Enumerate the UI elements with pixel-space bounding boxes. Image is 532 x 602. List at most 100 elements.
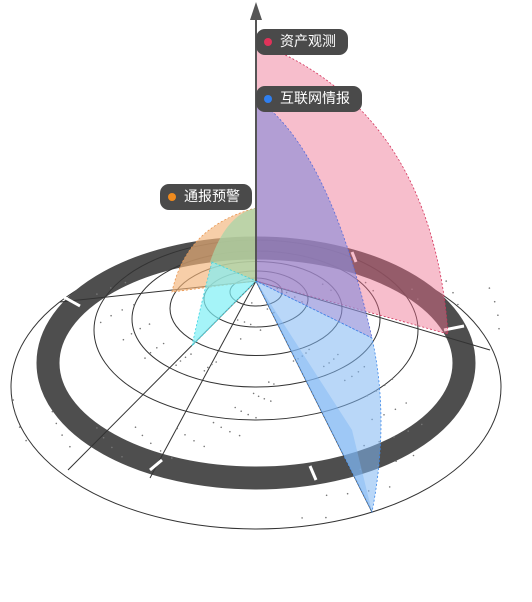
legend-tag-internet: 互联网情报 — [256, 86, 362, 112]
scatter-dot — [203, 370, 206, 372]
sector-overlap — [210, 208, 256, 281]
scatter-dot — [257, 395, 260, 398]
scatter-dot — [405, 402, 408, 404]
scatter-dot — [124, 281, 127, 284]
scatter-dot — [383, 414, 385, 416]
scatter-dot — [407, 430, 410, 432]
scatter-dot — [372, 289, 375, 292]
scatter-dot — [144, 357, 146, 359]
legend-dot-alerts — [168, 193, 176, 201]
scatter-dot — [498, 327, 500, 330]
scatter-dot — [149, 351, 152, 354]
scatter-dot — [247, 413, 249, 416]
scatter-dot — [61, 434, 63, 436]
scatter-dot — [255, 416, 257, 419]
scatter-dot — [301, 517, 303, 519]
scatter-dot — [184, 356, 187, 359]
scatter-dot — [488, 287, 491, 289]
scatter-dot — [497, 314, 499, 317]
scatter-dot — [110, 287, 112, 289]
scatter-dot — [130, 333, 133, 335]
scatter-dot — [171, 457, 173, 459]
scatter-dot — [14, 412, 17, 415]
legend-tag-assets: 资产观测 — [256, 29, 348, 55]
legend-label-alerts: 通报预警 — [184, 189, 240, 205]
scatter-dot — [133, 304, 135, 306]
scatter-dot — [69, 445, 71, 448]
spoke-sw — [149, 280, 257, 479]
scatter-dot — [156, 347, 158, 349]
sector-internet-inner — [256, 281, 372, 512]
scatter-dot — [325, 494, 328, 497]
scatter-dot — [212, 421, 215, 424]
scatter-dot — [175, 364, 177, 367]
scatter-dot — [445, 280, 448, 282]
scatter-dot — [110, 314, 112, 317]
legend-dot-assets — [264, 38, 272, 46]
scatter-dot — [203, 445, 205, 448]
axis-arrow-icon — [250, 2, 262, 20]
scatter-dot — [259, 329, 262, 331]
ring-separator-2 — [308, 465, 318, 481]
legend-label-assets: 资产观测 — [280, 34, 336, 50]
scatter-dot — [96, 293, 98, 295]
ring-separator-4 — [350, 251, 358, 263]
scatter-dot — [238, 434, 241, 437]
scatter-dot — [134, 426, 137, 429]
scatter-dot — [207, 366, 209, 369]
scatter-dot — [266, 308, 269, 310]
scatter-dot — [457, 303, 459, 306]
scatter-dot — [184, 434, 186, 436]
scatter-dot — [421, 423, 423, 426]
scatter-dot — [383, 384, 386, 387]
scatter-dot — [234, 406, 236, 409]
scatter-dot — [220, 426, 222, 429]
scatter-dot — [51, 410, 54, 413]
sector-internet — [255, 97, 373, 339]
scatter-dot — [346, 492, 349, 495]
scatter-dot — [273, 383, 275, 385]
scatter-dot — [150, 442, 152, 445]
scatter-dot — [292, 360, 295, 362]
scatter-dot — [122, 338, 125, 341]
legend-tag-alerts: 通报预警 — [160, 184, 252, 210]
scatter-dot — [236, 319, 239, 321]
scatter-dot — [417, 298, 419, 300]
scatter-dot — [251, 302, 253, 304]
scatter-dot — [325, 516, 327, 519]
scatter-dot — [55, 422, 58, 425]
scatter-dot — [121, 309, 123, 311]
scatter-dot — [111, 446, 113, 449]
scatter-dot — [18, 426, 21, 428]
scatter-dot — [159, 450, 162, 452]
scatter-dot — [394, 408, 397, 411]
sector-internet-lower — [255, 280, 382, 514]
scatter-dot — [139, 327, 141, 330]
scatter-dot — [411, 288, 413, 291]
scatter-dot — [259, 305, 261, 307]
scatter-dot — [243, 321, 246, 323]
scatter-dot — [121, 456, 123, 458]
scatter-dot — [395, 460, 397, 463]
scatter-dot — [190, 353, 192, 355]
scatter-dot — [493, 300, 496, 303]
scatter-dot — [179, 360, 182, 362]
legend-label-internet: 互联网情报 — [280, 91, 350, 107]
scatter-dot — [176, 427, 179, 430]
scatter-dot — [249, 323, 252, 326]
ring-separator-1 — [149, 458, 163, 472]
scatter-dot — [96, 427, 98, 429]
scatter-dot — [263, 398, 266, 400]
scatter-dot — [388, 486, 391, 488]
scatter-dot — [148, 323, 151, 325]
scatter-dot — [193, 440, 195, 442]
scatter-dot — [270, 400, 272, 402]
scatter-dot — [25, 439, 27, 442]
scatter-dot — [255, 326, 257, 328]
scatter-dot — [412, 454, 415, 457]
legend-dot-internet — [264, 95, 272, 103]
scatter-dot — [102, 436, 105, 439]
scatter-dot — [162, 342, 165, 345]
